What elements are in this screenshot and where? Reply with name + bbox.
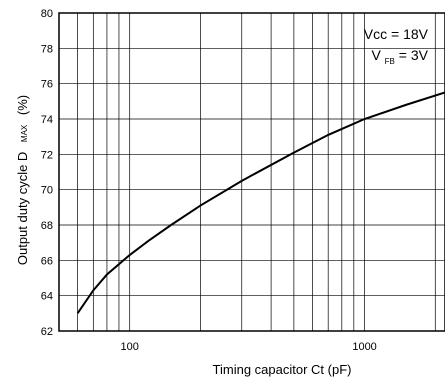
annotation-vcc: Vcc = 18V [364,26,429,42]
y-axis-label-main: Output duty cycle D [15,152,30,265]
y-tick-label: 78 [41,43,53,55]
y-tick-label: 62 [41,326,53,338]
y-tick-label: 70 [41,185,53,197]
y-axis-label: Output duty cycle D MAX (%) [15,95,30,265]
x-axis-label: Timing capacitor Ct (pF) [213,362,352,377]
series-line [76,91,445,314]
plot-frame [58,12,445,332]
y-tick-label: 74 [41,114,53,126]
x-tick-label: 100 [121,341,139,353]
annotation-vfb-main: V [371,47,381,63]
annotation-vfb-subscript: FB [385,57,395,66]
y-tick-labels: 62 64 66 68 70 72 74 76 78 80 [41,8,53,338]
annotation-vfb: V FB = 3V [371,47,428,67]
y-tick-label: 80 [41,8,53,20]
svg-text:Output duty cycle D MAX: Output duty cycle D MAX (%) [15,95,30,265]
y-axis-label-unit: (%) [15,95,30,115]
x-tick-label: 1000 [352,341,376,353]
y-tick-label: 76 [41,79,53,91]
y-tick-label: 72 [41,149,53,161]
y-axis-label-subscript: MAX [20,124,29,142]
grid [58,12,445,332]
y-tick-label: 68 [41,220,53,232]
x-tick-labels: 100 1000 [121,341,377,353]
y-tick-label: 66 [41,255,53,267]
y-tick-label: 64 [41,291,53,303]
annotation-vfb-value: = 3V [399,47,429,63]
